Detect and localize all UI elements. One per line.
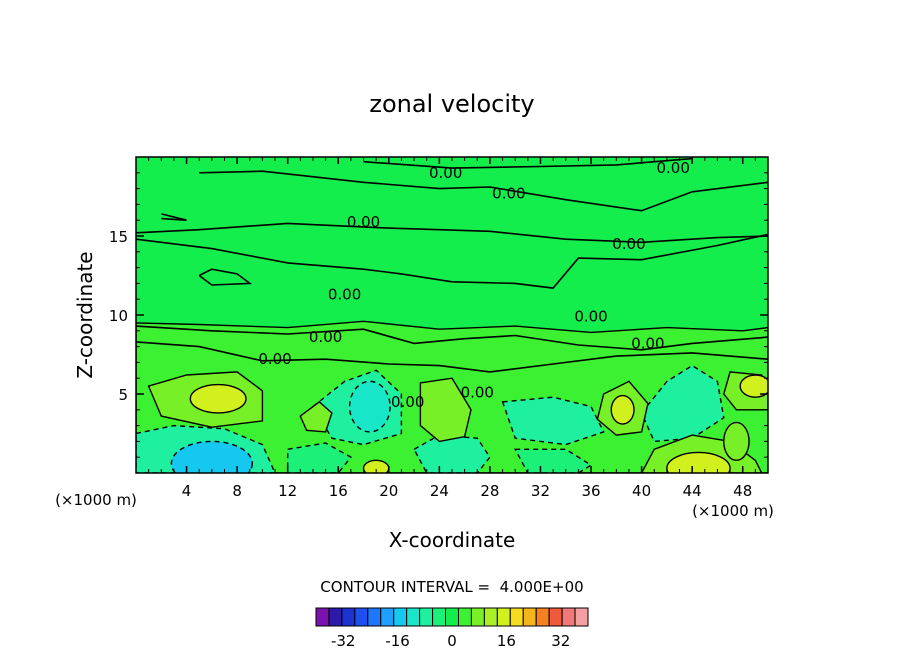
x-tick-label: 16 [329, 482, 348, 500]
zero-contour-line [136, 222, 768, 244]
x-tick-label: 28 [480, 482, 499, 500]
contour-label: 0.00 [429, 164, 462, 182]
x-tick-label: 12 [278, 482, 297, 500]
zero-contour-line [198, 268, 253, 286]
colorbar-swatch [548, 607, 563, 627]
colorbar-swatch [406, 607, 421, 627]
contour-region-strong-negative [170, 440, 253, 473]
contour-interval-text: CONTOUR INTERVAL = 4.000E+00 [320, 578, 583, 596]
contour-label: 0.00 [328, 285, 361, 303]
zero-contour-line [199, 170, 768, 212]
y-tick-label: 10 [109, 307, 128, 325]
x-tick-label: 20 [379, 482, 398, 500]
colorbar-tick-label: -32 [331, 632, 356, 650]
colorbar-swatch [445, 607, 459, 627]
contour-region-strong-positive [362, 459, 390, 473]
colorbar: -32 -16 0 16 32 [315, 607, 589, 650]
x-axis-title: X-coordinate [389, 528, 516, 552]
y-tick-label: 5 [118, 386, 128, 404]
contour-region-negative [640, 364, 725, 443]
y-axis: 5 10 15 [109, 172, 768, 458]
x-tick-label: 24 [430, 482, 449, 500]
contour-label: 0.00 [391, 393, 424, 411]
colorbar-swatch [328, 607, 343, 627]
colorbar-swatch [354, 607, 369, 627]
contour-region-positive [299, 400, 333, 433]
colorbar-swatch [367, 607, 382, 627]
colorbar-swatch [496, 607, 511, 627]
colorbar-swatch [341, 607, 356, 627]
colorbar-swatch [470, 607, 485, 627]
x-unit-label-right: (×1000 m) [692, 502, 774, 520]
contour-label: 0.00 [612, 235, 645, 253]
colorbar-tick-label: 0 [447, 632, 457, 650]
contour-label: 0.00 [492, 184, 525, 202]
contour-region-strong-negative [348, 380, 391, 433]
contour-lines [136, 157, 768, 373]
zero-contour-line [136, 325, 768, 351]
x-tick-label: 8 [232, 482, 242, 500]
contour-region-positive [419, 377, 472, 443]
contour-region-negative [501, 396, 605, 446]
colorbar-tick-label: -16 [385, 632, 410, 650]
contour-label: 0.00 [347, 213, 380, 231]
contour-region-positive [723, 421, 750, 462]
x-tick-label: 40 [632, 482, 651, 500]
colorbar-swatch [574, 607, 589, 627]
contour-region-strong-positive [189, 383, 247, 414]
x-tick-label: 32 [531, 482, 550, 500]
x-tick-label: 44 [683, 482, 702, 500]
zero-contour-line [161, 213, 187, 221]
x-tick-label: 36 [581, 482, 600, 500]
contour-label: 0.00 [631, 334, 664, 352]
colorbar-swatch [393, 607, 408, 627]
colorbar-tick-label: 32 [551, 632, 570, 650]
x-unit-label-left: (×1000 m) [55, 491, 137, 509]
colorbar-swatch [380, 607, 395, 627]
colorbar-swatch [457, 607, 472, 627]
colorbar-swatch [483, 607, 498, 627]
contour-label: 0.00 [656, 159, 689, 177]
x-tick-label: 4 [182, 482, 192, 500]
y-tick-label: 15 [109, 228, 128, 246]
colorbar-swatch [432, 607, 447, 627]
colorbar-swatch [522, 607, 537, 627]
y-axis-title: Z-coordinate [73, 251, 97, 378]
plot-area: 0.00 0.00 0.00 0.00 0.00 0.00 0.00 0.00 0.00 0.00… [136, 157, 768, 473]
contour-label: 0.00 [461, 383, 494, 401]
contour-region-strong-positive [739, 374, 768, 398]
contour-fills [136, 320, 768, 473]
x-axis: 4 8 12 16 20 24 28 32 36 40 44 48 [148, 157, 756, 500]
colorbar-swatch [419, 607, 434, 627]
contour-label: 0.00 [309, 328, 342, 346]
colorbar-swatch [535, 607, 550, 627]
contour-region-strong-positive [666, 451, 731, 473]
zero-contour-line [136, 233, 768, 289]
contour-labels: 0.00 0.00 0.00 0.00 0.00 0.00 0.00 0.00 0.00 0.00… [258, 159, 690, 411]
colorbar-swatch [509, 607, 524, 627]
contour-region-negative [514, 448, 593, 473]
zero-contour-line [136, 341, 768, 373]
contour-label: 0.00 [574, 308, 607, 326]
contour-label: 0.00 [258, 350, 291, 368]
colorbar-tick-label: 16 [497, 632, 516, 650]
contour-region-strong-positive [610, 394, 635, 425]
colorbar-swatch [315, 607, 330, 627]
contour-region-negative [287, 442, 352, 473]
x-tick-label: 48 [733, 482, 752, 500]
colorbar-swatch [561, 607, 576, 627]
chart-title: zonal velocity [369, 90, 534, 118]
